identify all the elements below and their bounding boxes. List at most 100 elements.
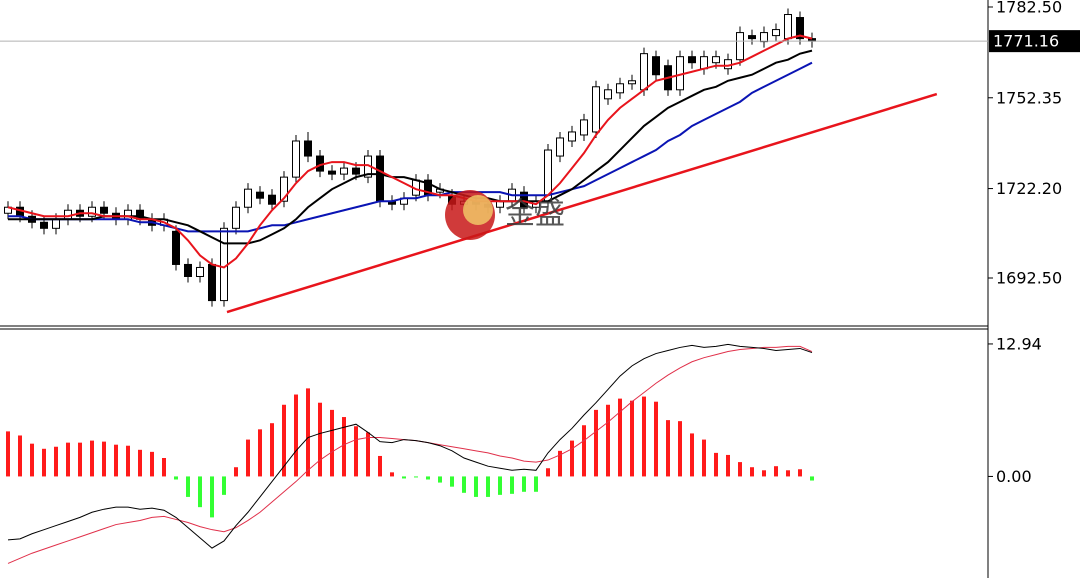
y-tick-label: 1752.35 [996, 88, 1062, 107]
macd-histogram-bar [714, 452, 718, 477]
candle-body [196, 266, 204, 277]
macd-histogram-bar [306, 388, 310, 477]
moving-average [8, 49, 813, 245]
candle-body [256, 191, 264, 199]
macd-histogram-bar [90, 440, 94, 477]
candle-body [652, 56, 660, 76]
macd-histogram-bar [390, 472, 394, 477]
macd-histogram-bar [234, 467, 238, 477]
macd-histogram-bar [522, 476, 526, 492]
candle-body [628, 80, 636, 85]
macd-histogram-bar [210, 476, 214, 518]
macd-histogram-bar [474, 476, 478, 497]
macd-histogram-bar [18, 435, 22, 477]
macd-histogram-bar [342, 417, 346, 477]
candle-body [292, 140, 300, 178]
candle-body [772, 29, 780, 37]
macd-histogram-bar [102, 441, 106, 477]
candle-body [376, 155, 384, 202]
moving-average [7, 34, 813, 269]
macd-histogram-bar [66, 442, 70, 477]
candle-body [352, 167, 360, 175]
macd-histogram-bar [690, 433, 694, 477]
candle-body [100, 206, 108, 214]
candle-body [232, 206, 240, 229]
macd-histogram-bar [570, 440, 574, 477]
y-tick-label: 1722.20 [996, 179, 1062, 198]
y-tick-label: 12.94 [996, 334, 1042, 353]
macd-histogram-bar [54, 446, 58, 477]
candle-body [580, 119, 588, 136]
candle-body [640, 53, 648, 91]
macd-histogram-bar [486, 476, 490, 497]
candle-body [40, 221, 48, 229]
macd-histogram-bar [258, 429, 262, 477]
macd-histogram-bar [606, 404, 610, 477]
macd-histogram-bar [42, 448, 46, 477]
macd-histogram-bar [666, 420, 670, 477]
moving-average [8, 61, 813, 233]
candle-body [172, 230, 180, 265]
macd-histogram-bar [270, 423, 274, 477]
last-price-box [989, 30, 1080, 53]
macd-histogram-bar [438, 476, 442, 483]
macd-histogram-bar [594, 409, 598, 477]
candle-body [556, 137, 564, 157]
macd-histogram-bar [282, 404, 286, 477]
plot-area [4, 8, 938, 564]
macd-histogram-bar [78, 442, 82, 477]
candle-body [520, 191, 528, 208]
macd-histogram-bar [174, 476, 178, 480]
macd-histogram-bar [726, 454, 730, 477]
y-tick-label: 1692.50 [996, 269, 1062, 288]
macd-histogram-bar [558, 450, 562, 477]
macd-histogram-bar [6, 431, 10, 477]
macd-histogram-bar [702, 439, 706, 477]
macd-histogram-bar [30, 443, 34, 477]
candle-body [280, 176, 288, 202]
macd-histogram-bar [414, 476, 418, 478]
macd-histogram-bar [330, 409, 334, 477]
macd-histogram-bar [678, 421, 682, 477]
macd-histogram-bar [198, 476, 202, 508]
macd-histogram-bar [378, 455, 382, 477]
macd-histogram-bar [510, 476, 514, 494]
macd-histogram-bar [114, 444, 118, 477]
candle-body [52, 218, 60, 229]
macd-histogram-bar [654, 401, 658, 477]
macd-histogram-bar [462, 476, 466, 493]
macd-histogram-bar [798, 469, 802, 477]
macd-histogram-bar [642, 396, 646, 477]
candle-body [304, 140, 312, 157]
candle-body [244, 188, 252, 208]
macd-line [7, 343, 813, 549]
candle-body [760, 32, 768, 43]
macd-histogram-bar [774, 466, 778, 477]
candle-body [592, 86, 600, 133]
watermark-logo [445, 190, 495, 240]
macd-histogram-bar [426, 476, 430, 480]
candle-body [88, 206, 96, 217]
macd-histogram-bar [762, 470, 766, 477]
macd-histogram-bar [126, 445, 130, 477]
candle-body [124, 209, 132, 220]
candle-body [268, 194, 276, 205]
y-tick-label: 0.00 [996, 467, 1032, 486]
candle-body [796, 17, 804, 40]
candle-body [568, 131, 576, 142]
macd-histogram-bar [318, 402, 322, 477]
candle-body [688, 56, 696, 64]
macd-histogram-bar [366, 432, 370, 477]
candle-body [712, 56, 720, 64]
macd-histogram-bar [246, 439, 250, 477]
macd-histogram-bar [630, 400, 634, 477]
candle-body [328, 170, 336, 175]
macd-histogram-bar [498, 476, 502, 495]
macd-histogram-bar [786, 470, 790, 477]
macd-histogram-bar [810, 476, 814, 481]
macd-histogram-bar [546, 468, 550, 477]
macd-histogram-bar [618, 398, 622, 477]
candle-body [616, 83, 624, 94]
